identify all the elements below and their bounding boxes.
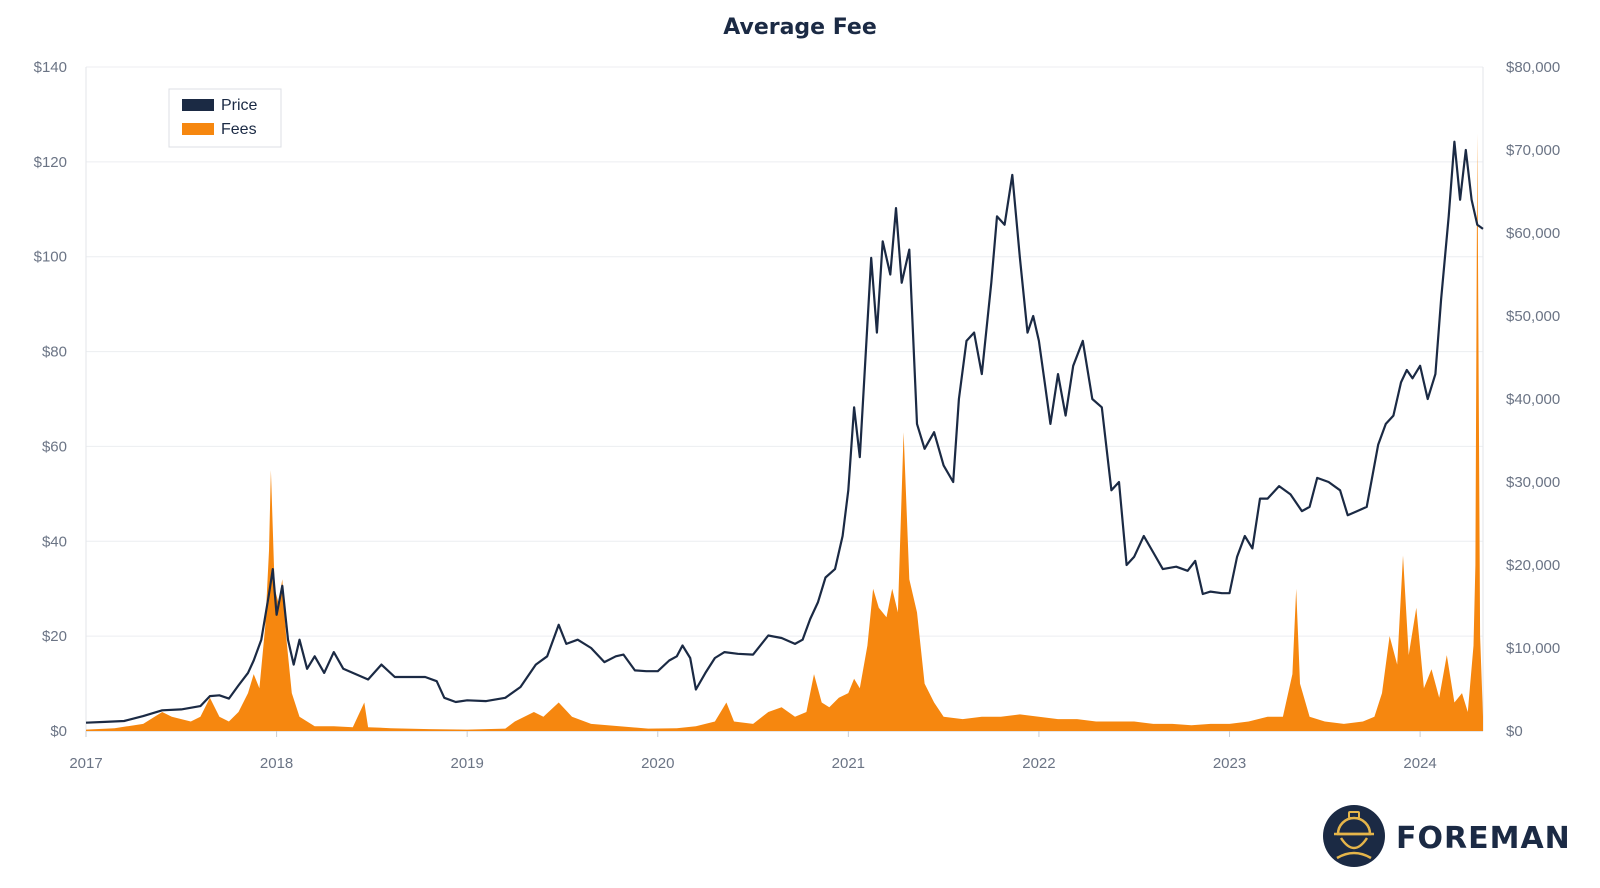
x-tick-label: 2018 [260, 755, 293, 772]
legend-box [168, 88, 282, 148]
y-right-tick-label: $50,000 [1506, 308, 1560, 325]
brand-name: FOREMAN [1396, 821, 1571, 856]
x-tick-label: 2019 [450, 755, 483, 772]
legend-swatch-fees [182, 123, 214, 135]
brand-logo: FOREMAN [1323, 805, 1571, 867]
legend-label-fees: Fees [221, 121, 257, 138]
y-right-tick-label: $0 [1506, 723, 1523, 740]
x-axis: 2017 2018 2019 2020 2021 2022 2023 2024 [69, 730, 1483, 772]
y-left-tick-label: $0 [50, 723, 67, 740]
y-right-tick-label: $20,000 [1506, 557, 1560, 574]
y-right-tick-label: $10,000 [1506, 640, 1560, 657]
y-right-tick-label: $30,000 [1506, 474, 1560, 491]
gridlines [85, 66, 1484, 731]
y-left-tick-label: $80 [42, 344, 67, 361]
y-right-tick-label: $80,000 [1506, 59, 1560, 76]
miner-helmet-icon [1323, 805, 1385, 867]
y-left-tick-label: $120 [34, 154, 67, 171]
y-left-tick-label: $60 [42, 438, 67, 455]
legend-swatch-price [182, 99, 214, 111]
y-left-tick-label: $100 [34, 249, 67, 266]
y-axis-right: $0 $10,000 $20,000 $30,000 $40,000 $50,000 $60… [1506, 59, 1560, 740]
x-tick-label: 2020 [641, 755, 674, 772]
legend-label-price: Price [221, 97, 258, 114]
x-tick-label: 2021 [832, 755, 865, 772]
x-tick-label: 2022 [1022, 755, 1055, 772]
y-left-tick-label: $140 [34, 59, 67, 76]
y-right-tick-label: $60,000 [1506, 225, 1560, 242]
series-layer [85, 133, 1484, 731]
y-left-tick-label: $40 [42, 533, 67, 550]
x-tick-label: 2023 [1213, 755, 1246, 772]
y-left-tick-label: $20 [42, 628, 67, 645]
y-axis-left: $0 $20 $40 $60 $80 $100 $120 $140 [34, 59, 67, 740]
series-fees-area [86, 133, 1483, 731]
y-right-tick-label: $70,000 [1506, 142, 1560, 159]
x-tick-label: 2017 [69, 755, 102, 772]
series-price-line [85, 140, 1484, 724]
chart-title: Average Fee [723, 15, 877, 40]
y-right-tick-label: $40,000 [1506, 391, 1560, 408]
legend: Price Fees [168, 88, 282, 148]
x-tick-label: 2024 [1403, 755, 1436, 772]
